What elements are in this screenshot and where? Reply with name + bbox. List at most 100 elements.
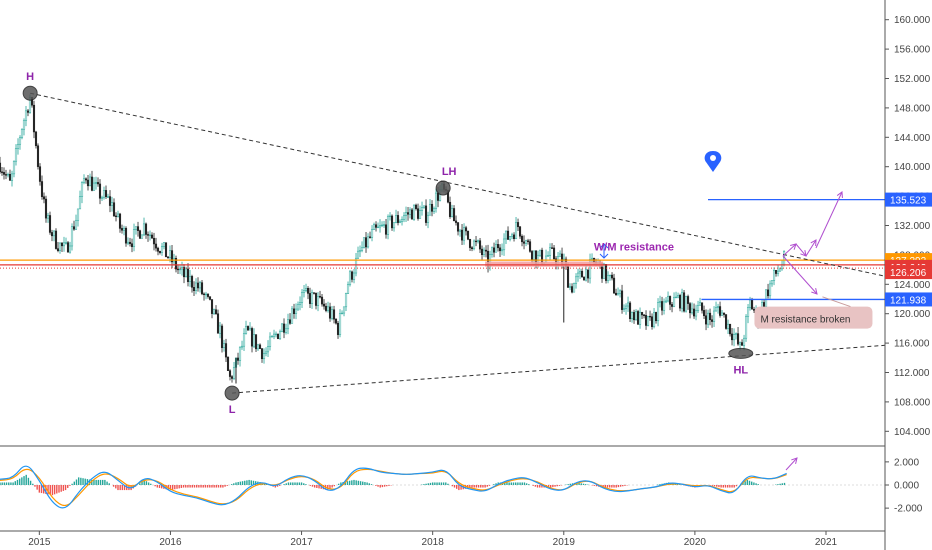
candle-body: [132, 229, 136, 247]
candle-body: [532, 250, 536, 260]
candle-body: [60, 242, 64, 247]
candle-body: [32, 104, 36, 133]
candle-body: [46, 215, 50, 219]
price-label: 121.938: [890, 295, 927, 306]
candle-body: [540, 249, 544, 264]
candle-body: [718, 306, 722, 316]
candle-body: [766, 289, 770, 297]
candle-body: [6, 174, 10, 176]
candle-body: [310, 292, 314, 304]
candle-body: [24, 110, 28, 121]
candle-body: [420, 207, 424, 211]
candle-body: [142, 223, 146, 236]
up-arrow-1: [782, 243, 797, 257]
candle-body: [224, 343, 228, 358]
annotation-box: [754, 306, 873, 329]
candle-body: [682, 292, 686, 312]
candle-body: [138, 230, 142, 239]
price-label-bg: [885, 265, 932, 280]
candle-body: [292, 308, 296, 315]
candle-body: [44, 198, 48, 219]
down-arrow: [782, 255, 818, 295]
candle-body: [304, 288, 308, 291]
candle-body: [334, 318, 338, 324]
time-tick-label: 2017: [290, 537, 313, 548]
pin-shape: [704, 151, 722, 172]
candle-body: [624, 305, 628, 309]
candle-body: [722, 312, 726, 315]
candle-body: [226, 356, 230, 371]
candle-body: [414, 204, 418, 209]
candle-body: [350, 271, 354, 280]
candle-body: [538, 249, 542, 256]
candle-body: [366, 236, 370, 248]
candle-body: [4, 174, 8, 176]
candle-body: [154, 243, 158, 249]
candle-body: [208, 296, 212, 300]
candle-body: [388, 215, 392, 218]
time-tick-label: 2020: [684, 537, 707, 548]
horizontal-levels: [0, 198, 885, 301]
candle-body: [496, 244, 500, 249]
candle-body: [522, 241, 526, 244]
candle-body: [260, 348, 264, 360]
candle-body: [36, 145, 40, 167]
candle-body: [306, 288, 310, 294]
candle-body: [662, 301, 666, 311]
candle-body: [232, 367, 236, 379]
candle-body: [468, 239, 472, 248]
candle-body: [602, 264, 606, 279]
candle-body: [96, 182, 100, 185]
candle-body: [22, 120, 26, 130]
candle-body: [70, 226, 74, 247]
candle-body: [112, 202, 116, 217]
candle-body: [552, 247, 556, 260]
candle-body: [494, 244, 498, 253]
pivot-marker: [224, 385, 240, 401]
candle-body: [608, 274, 612, 277]
candle-body: [34, 131, 38, 147]
candle-body: [572, 283, 576, 293]
candle-body: [474, 240, 478, 243]
osc-tick-label: -2.000: [894, 504, 923, 515]
candle-body: [20, 128, 24, 138]
candle-body: [686, 296, 690, 304]
candle-body: [764, 289, 768, 307]
candle-body: [660, 301, 664, 311]
candle-body: [114, 215, 118, 217]
candle-body: [364, 237, 368, 248]
location-pin-icon[interactable]: [704, 151, 722, 172]
candle-body: [678, 295, 682, 309]
candle-body: [166, 256, 170, 258]
annotation-pointer: [822, 296, 851, 308]
candle-body: [168, 250, 172, 258]
candle-body: [360, 247, 364, 251]
candle-body: [160, 246, 164, 253]
candle-body: [774, 270, 778, 274]
price-tick-label: 108.000: [894, 397, 931, 408]
candle-body: [396, 215, 400, 223]
candle-body: [674, 296, 678, 299]
candle-body: [492, 247, 496, 253]
candle-body: [644, 315, 648, 326]
candle-body: [736, 333, 740, 345]
osc-arrow: [785, 457, 798, 471]
candle-body: [180, 267, 184, 270]
candle-body: [416, 208, 420, 219]
candle-body: [456, 222, 460, 232]
candle-body: [378, 225, 382, 228]
candle-body: [708, 312, 712, 320]
pivot-marker: [435, 180, 451, 196]
candle-body: [402, 215, 406, 220]
candle-body: [776, 270, 780, 274]
candle-body: [68, 245, 72, 253]
candle-body: [110, 202, 114, 206]
candle-body: [52, 230, 56, 237]
candle-body: [762, 302, 766, 307]
candle-body: [12, 160, 16, 175]
candle-body: [618, 290, 622, 294]
candle-body: [768, 283, 772, 297]
osc-tick-label: 2.000: [894, 457, 919, 468]
candle-body: [616, 293, 620, 296]
candle-body: [270, 335, 274, 338]
